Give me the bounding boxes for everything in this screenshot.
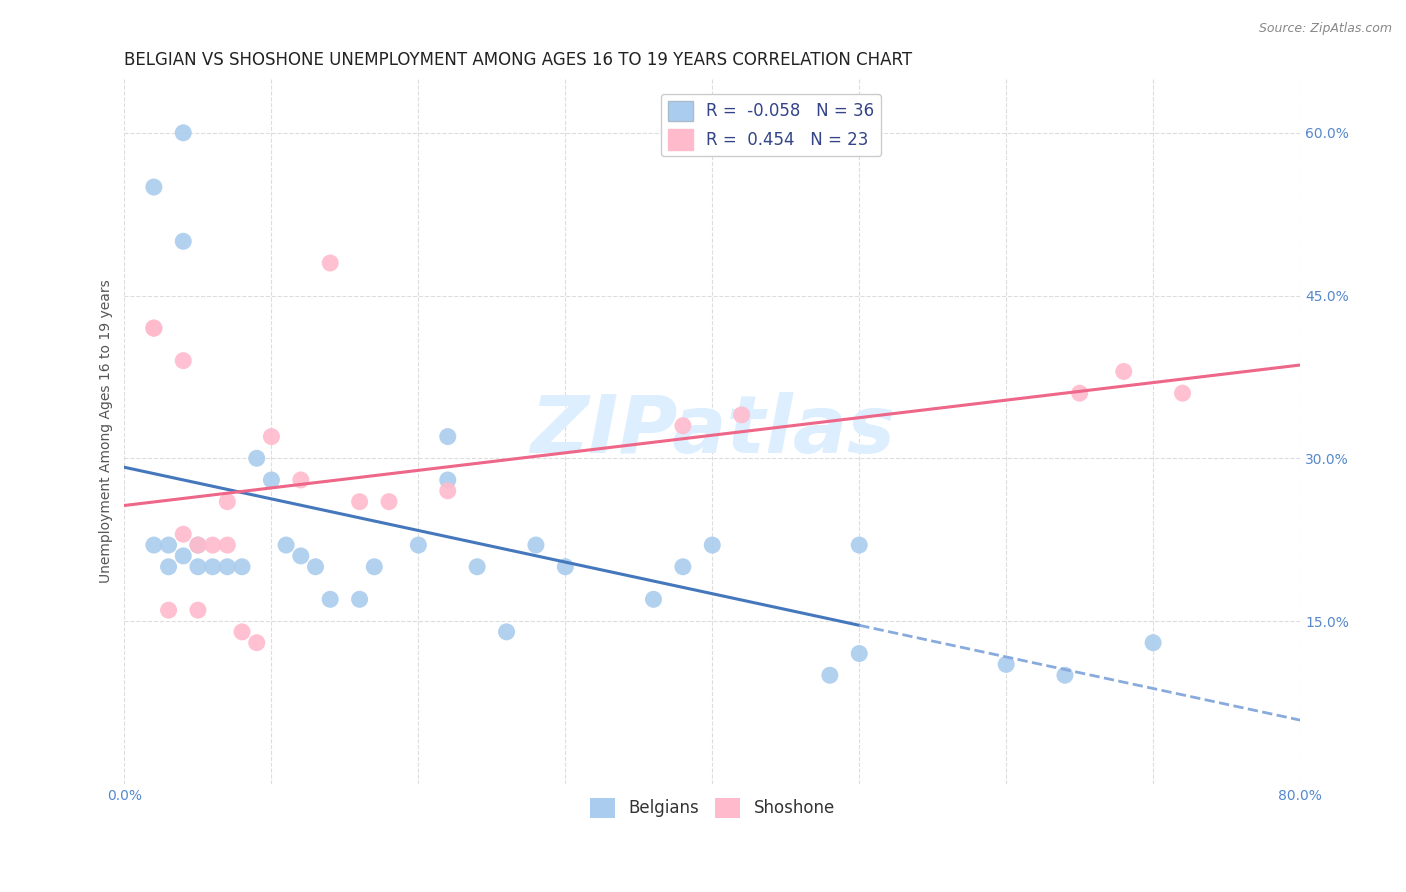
Point [290, 549, 312, 563]
Point [231, 624, 253, 639]
Point [1112, 364, 1135, 378]
Point [349, 592, 371, 607]
Point [378, 494, 401, 508]
Point [217, 559, 239, 574]
Point [187, 538, 209, 552]
Point [436, 473, 458, 487]
Point [702, 538, 724, 552]
Point [1171, 386, 1194, 401]
Point [818, 668, 841, 682]
Point [524, 538, 547, 552]
Legend: Belgians, Shoshone: Belgians, Shoshone [583, 791, 842, 825]
Point [142, 538, 165, 552]
Point [201, 559, 224, 574]
Point [554, 559, 576, 574]
Point [274, 538, 297, 552]
Point [349, 494, 371, 508]
Point [731, 408, 754, 422]
Point [304, 559, 326, 574]
Text: Source: ZipAtlas.com: Source: ZipAtlas.com [1258, 22, 1392, 36]
Point [142, 321, 165, 335]
Point [465, 559, 488, 574]
Point [848, 647, 870, 661]
Point [246, 451, 269, 466]
Point [201, 538, 224, 552]
Point [1142, 636, 1164, 650]
Point [157, 538, 180, 552]
Point [172, 527, 194, 541]
Text: BELGIAN VS SHOSHONE UNEMPLOYMENT AMONG AGES 16 TO 19 YEARS CORRELATION CHART: BELGIAN VS SHOSHONE UNEMPLOYMENT AMONG A… [125, 51, 912, 69]
Point [157, 559, 180, 574]
Point [157, 603, 180, 617]
Point [290, 473, 312, 487]
Point [995, 657, 1018, 672]
Point [643, 592, 665, 607]
Point [672, 559, 695, 574]
Point [672, 418, 695, 433]
Point [848, 538, 870, 552]
Point [231, 559, 253, 574]
Point [142, 180, 165, 194]
Point [363, 559, 385, 574]
Point [436, 483, 458, 498]
Point [217, 494, 239, 508]
Point [260, 429, 283, 443]
Point [1069, 386, 1091, 401]
Point [495, 624, 517, 639]
Point [319, 592, 342, 607]
Point [1053, 668, 1076, 682]
Point [142, 321, 165, 335]
Point [187, 538, 209, 552]
Point [172, 353, 194, 368]
Point [217, 538, 239, 552]
Point [172, 549, 194, 563]
Y-axis label: Unemployment Among Ages 16 to 19 years: Unemployment Among Ages 16 to 19 years [100, 279, 114, 583]
Point [187, 603, 209, 617]
Point [187, 559, 209, 574]
Point [172, 126, 194, 140]
Text: ZIPatlas: ZIPatlas [530, 392, 894, 470]
Point [172, 235, 194, 249]
Point [260, 473, 283, 487]
Point [319, 256, 342, 270]
Point [436, 429, 458, 443]
Point [246, 636, 269, 650]
Point [408, 538, 430, 552]
